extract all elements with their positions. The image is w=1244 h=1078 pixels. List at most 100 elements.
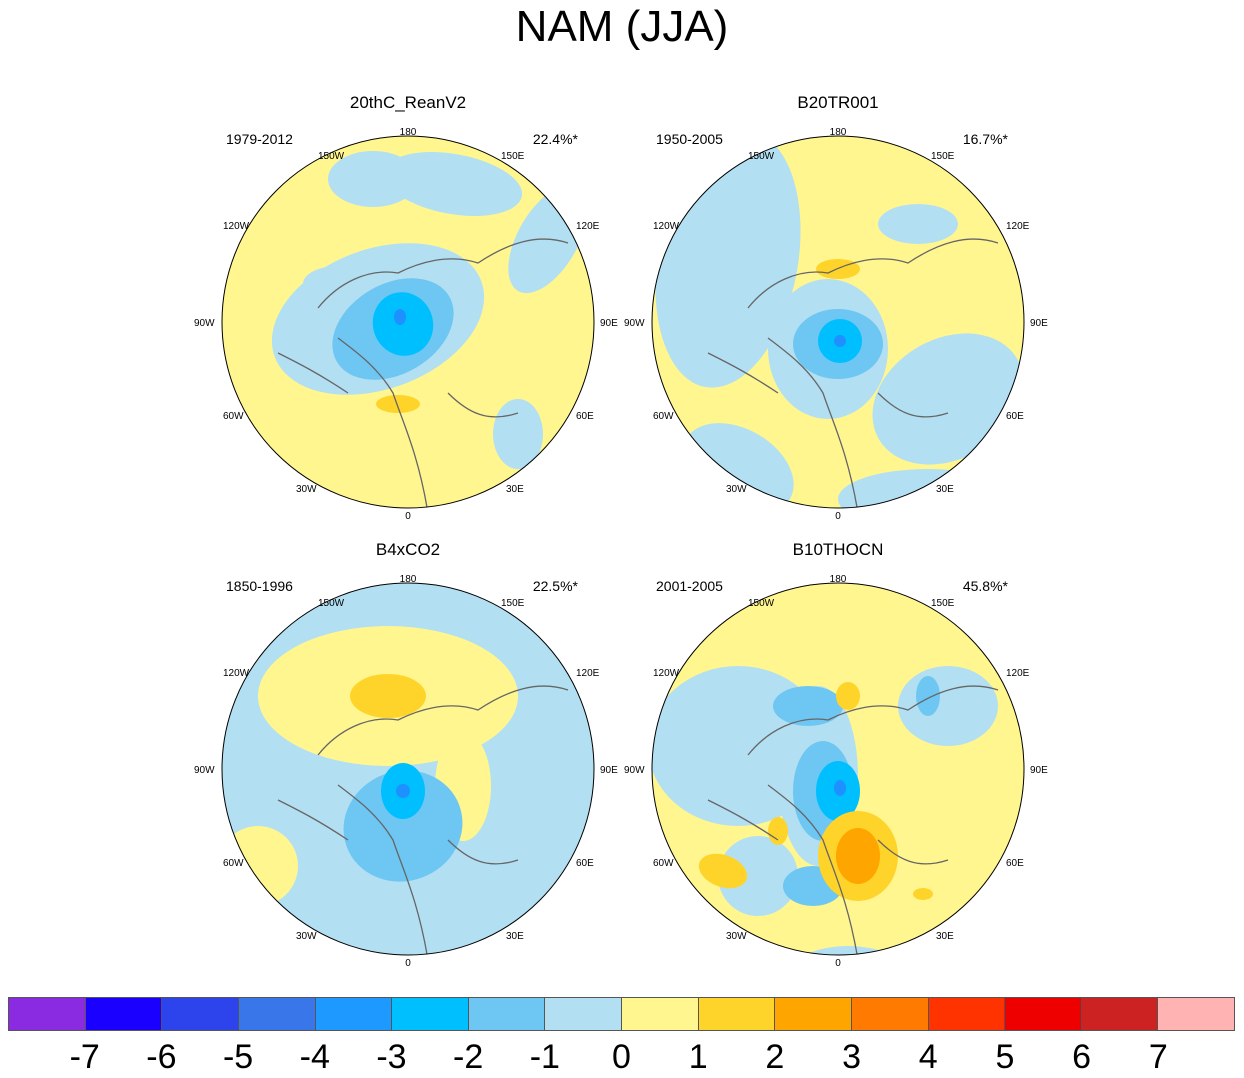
longitude-label-top-left: 150W (748, 151, 775, 162)
longitude-label-lower-right: 60E (1006, 858, 1024, 869)
longitude-label-top-left: 150W (318, 598, 345, 609)
colorbar-tick-label: 7 (1148, 1038, 1168, 1076)
colorbar-tick-label: 4 (918, 1038, 938, 1076)
colorbar-swatch (622, 998, 699, 1030)
longitude-label-lower-left: 60W (653, 858, 674, 869)
coastline (277, 685, 569, 955)
panel-period: 1850-1996 (226, 578, 293, 594)
main-title: NAM (JJA) (515, 2, 729, 51)
colorbar-swatch (545, 998, 622, 1030)
anomaly-contour (834, 780, 846, 796)
panel-period: 2001-2005 (656, 578, 723, 594)
coastline (277, 238, 569, 508)
longitude-label-lower-right: 60E (576, 411, 594, 422)
longitude-label-right: 90E (600, 318, 618, 329)
panel-variance: 22.4%* (532, 131, 578, 147)
anomaly-contour (493, 399, 543, 469)
longitude-label-upper-right: 120E (576, 668, 600, 679)
panel-title: B10THOCN (792, 540, 884, 559)
colorbar-tick-label: 1 (688, 1038, 708, 1076)
longitude-label-bottom: 0 (835, 511, 841, 522)
longitude-label-bottom: 0 (405, 511, 411, 522)
polar-map (651, 135, 1025, 509)
colorbar-swatch (1158, 998, 1234, 1030)
anomaly-contour (838, 469, 1018, 508)
colorbar-tick-label: 0 (612, 1038, 631, 1076)
colorbar-swatch (698, 998, 776, 1030)
colorbar-swatch (9, 998, 86, 1030)
longitude-label-bottom-left: 30W (726, 484, 747, 495)
longitude-label-top: 180 (829, 574, 847, 585)
polar-map (221, 582, 595, 956)
anomaly-contour (383, 152, 523, 216)
anomaly-contour (718, 836, 798, 916)
longitude-label-bottom: 0 (835, 958, 841, 969)
longitude-label-upper-left: 120W (223, 668, 250, 679)
panel-title: B20TR001 (797, 93, 879, 112)
map-border (651, 135, 1025, 509)
coastline (707, 685, 999, 955)
map-border (651, 582, 1025, 956)
longitude-label-bottom-left: 30W (726, 931, 747, 942)
panel-variance: 16.7%* (962, 131, 1008, 147)
colorbar-tick-label: -1 (529, 1038, 560, 1076)
colorbar-swatch (1005, 998, 1082, 1030)
colorbar-swatch (775, 998, 852, 1030)
map-panel-b20tr001: B20TR001 1950-2005 16.7%* 180 150W 150E 120W 12… (624, 93, 1048, 522)
colorbar-swatch (468, 998, 546, 1030)
colorbar-tick-label: 2 (765, 1038, 785, 1076)
anomaly-contour (916, 676, 940, 716)
longitude-label-bottom-right: 30E (936, 484, 954, 495)
coastline (707, 238, 999, 508)
colorbar-swatch (85, 998, 163, 1030)
anomaly-contour (350, 674, 426, 718)
anomaly-contour (898, 666, 998, 746)
anomaly-contour (698, 853, 748, 889)
map-panel-b4xco2: B4xCO2 1850-1996 22.5%* 180 150W 150E 120W 120E… (194, 540, 618, 969)
panel-variance: 22.5%* (532, 578, 578, 594)
map-panel-b10thocn: B10THOCN 2001-2005 45.8%* 180 150W 150E 120W 12… (624, 540, 1048, 969)
anomaly-contour (834, 335, 846, 347)
anomaly-contour (913, 888, 933, 900)
colorbar-tick-label: 5 (995, 1038, 1015, 1076)
colorbar-tick-label: -6 (146, 1038, 177, 1076)
panel-period: 1979-2012 (226, 131, 293, 147)
polar-map (651, 582, 1025, 956)
longitude-label-left: 90W (624, 318, 645, 329)
colorbar-tick-label: 6 (1072, 1038, 1092, 1076)
anomaly-contour (872, 333, 1024, 465)
longitude-label-bottom-left: 30W (296, 931, 317, 942)
panel-period: 1950-2005 (656, 131, 723, 147)
longitude-label-bottom-right: 30E (936, 931, 954, 942)
colorbar-swatch (162, 998, 239, 1030)
map-panel-20thc-reanv2: 20thC_ReanV2 1979-2012 22.4%* 180 150W 150E 12… (194, 93, 618, 522)
colorbar-swatch (315, 998, 393, 1030)
anomaly-contour (836, 828, 880, 884)
anomaly-contour (773, 686, 843, 726)
colorbar-tick-label: -3 (376, 1038, 407, 1076)
longitude-label-right: 90E (1030, 765, 1048, 776)
colorbar-swatch (238, 998, 316, 1030)
longitude-label-bottom-left: 30W (296, 484, 317, 495)
anomaly-contour (836, 682, 860, 710)
longitude-label-bottom-right: 30E (506, 484, 524, 495)
longitude-label-top: 180 (829, 127, 847, 138)
colorbar-tick-label: -2 (453, 1038, 484, 1076)
longitude-label-upper-right: 120E (1006, 668, 1030, 679)
longitude-label-top-right: 150E (931, 151, 955, 162)
longitude-label-bottom-right: 30E (506, 931, 524, 942)
longitude-label-left: 90W (194, 318, 215, 329)
longitude-label-lower-left: 60W (223, 858, 244, 869)
longitude-label-left: 90W (624, 765, 645, 776)
longitude-label-top: 180 (399, 574, 417, 585)
longitude-label-upper-left: 120W (653, 221, 680, 232)
longitude-label-bottom: 0 (405, 958, 411, 969)
longitude-label-upper-left: 120W (223, 221, 250, 232)
longitude-label-top-right: 150E (501, 151, 525, 162)
longitude-label-lower-right: 60E (1006, 411, 1024, 422)
longitude-label-lower-right: 60E (576, 858, 594, 869)
colorbar-tick-label: -4 (299, 1038, 330, 1076)
longitude-label-left: 90W (194, 765, 215, 776)
longitude-label-lower-left: 60W (223, 411, 244, 422)
colorbar-swatch (928, 998, 1006, 1030)
